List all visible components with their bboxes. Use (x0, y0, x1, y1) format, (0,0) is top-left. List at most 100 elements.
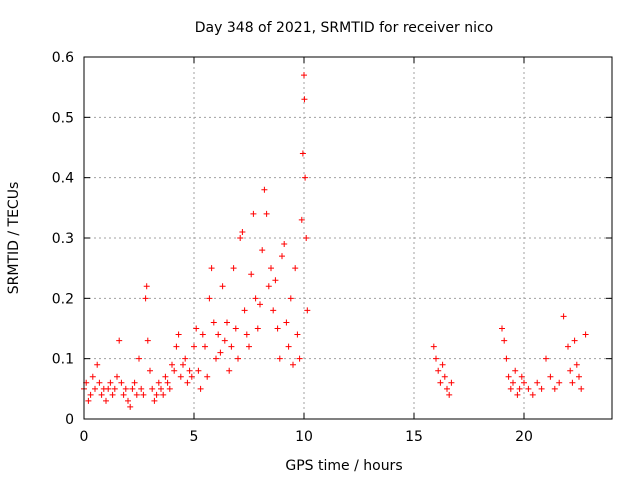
data-point (202, 343, 208, 350)
data-point (232, 325, 239, 332)
y-tick-label: 0.6 (52, 50, 74, 66)
data-point (186, 367, 193, 374)
data-point (268, 265, 274, 272)
data-point (446, 391, 453, 398)
data-point (173, 343, 180, 350)
data-point (430, 343, 437, 350)
data-point (571, 337, 578, 344)
data-point (565, 343, 571, 350)
x-axis-title: GPS time / hours (285, 458, 402, 474)
x-tick-label: 10 (295, 429, 313, 445)
data-point (217, 349, 224, 356)
data-point (296, 355, 303, 362)
x-tick-label: 20 (515, 429, 533, 445)
y-tick-label: 0.5 (52, 110, 74, 126)
data-point (538, 385, 545, 392)
data-point (292, 265, 299, 272)
plot-frame (83, 56, 613, 420)
data-point (437, 379, 444, 386)
data-point (235, 355, 241, 362)
data-point (435, 367, 442, 374)
y-tick-label: 0.1 (52, 352, 74, 368)
data-point (243, 331, 250, 338)
data-point (153, 391, 160, 398)
y-tick-labels: 0 0.1 0.2 0.3 0.4 0.5 0.6 (52, 50, 74, 428)
data-point (155, 379, 162, 386)
data-point (281, 241, 288, 248)
data-point (230, 265, 237, 272)
data-point (512, 367, 519, 374)
data-point (98, 391, 105, 398)
data-point (184, 379, 191, 386)
data-point (193, 325, 200, 332)
x-tick-label: 5 (190, 429, 199, 445)
data-point (131, 379, 138, 386)
data-point (516, 385, 523, 392)
data-point (573, 361, 580, 368)
x-tick-label: 0 (80, 429, 89, 445)
data-point (177, 373, 184, 380)
data-point (164, 379, 171, 386)
data-point (143, 283, 150, 290)
data-point (246, 343, 252, 350)
data-point (547, 373, 554, 380)
axis-ticks (83, 56, 612, 420)
data-point (270, 307, 277, 314)
data-point (525, 385, 532, 392)
y-tick-label: 0.2 (52, 291, 74, 307)
data-point (259, 247, 266, 254)
data-points (81, 72, 589, 410)
data-point (120, 391, 127, 398)
data-point (224, 319, 230, 326)
data-point (521, 379, 527, 386)
data-point (250, 210, 257, 217)
data-point (254, 325, 261, 332)
x-tick-labels: 0 5 10 15 20 (80, 429, 533, 445)
data-point (252, 295, 259, 302)
data-point (239, 228, 246, 235)
data-point (274, 325, 281, 332)
data-point (499, 325, 505, 332)
data-point (96, 379, 103, 386)
data-point (114, 373, 120, 380)
data-point (285, 343, 292, 350)
data-point (180, 361, 186, 368)
data-point (283, 319, 290, 326)
data-point (188, 373, 195, 380)
data-point (199, 331, 206, 338)
data-point (111, 385, 118, 392)
data-point (301, 96, 308, 103)
data-point (448, 379, 455, 386)
data-point (248, 271, 255, 278)
data-point (94, 361, 101, 368)
data-point (576, 373, 582, 380)
data-point (543, 355, 549, 362)
data-point (556, 379, 563, 386)
data-point (129, 385, 136, 392)
data-point (265, 283, 272, 290)
data-point (210, 319, 217, 326)
data-point (125, 397, 131, 404)
data-point (151, 397, 158, 404)
data-point (518, 373, 525, 380)
data-point (103, 397, 109, 404)
data-point (138, 385, 145, 392)
data-point (534, 379, 541, 386)
data-point (162, 373, 169, 380)
data-point (171, 367, 178, 374)
x-tick-label: 15 (405, 429, 423, 445)
data-point (149, 385, 156, 392)
data-point (301, 72, 307, 79)
data-point (221, 337, 228, 344)
data-point (204, 373, 211, 380)
y-axis-title: SRMTID / TECUs (6, 182, 22, 295)
data-point (287, 295, 294, 302)
data-point (439, 361, 446, 368)
data-point (105, 385, 112, 392)
data-point (219, 283, 226, 290)
data-point (444, 385, 450, 392)
grid (84, 57, 612, 419)
data-point (85, 397, 92, 404)
data-point (87, 391, 94, 398)
